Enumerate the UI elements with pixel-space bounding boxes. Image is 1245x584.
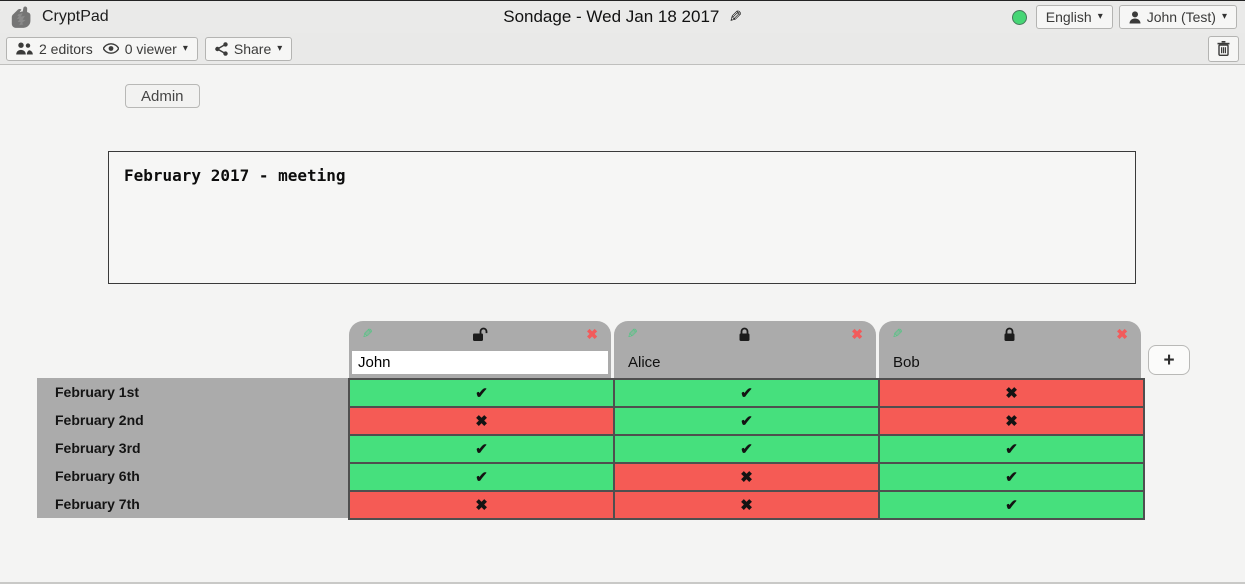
topbar-right-group: English ▾ John (Test) ▾: [1011, 5, 1237, 29]
editors-viewers-dropdown[interactable]: 2 editors 0 viewer ▾: [6, 36, 198, 61]
edit-column-icon[interactable]: ✎: [627, 326, 638, 341]
column-name-input[interactable]: [352, 351, 608, 374]
vote-cell-alice-row1[interactable]: ✔: [614, 379, 879, 407]
vote-cell-john-row2[interactable]: ✖: [349, 407, 614, 435]
edit-column-icon[interactable]: ✎: [362, 326, 373, 341]
trash-icon: [1217, 41, 1230, 56]
cryptpad-logo-home-link[interactable]: CryptPad: [8, 4, 109, 30]
poll-column-header-john: ✎ ✖: [349, 321, 611, 378]
vote-cell-alice-row3[interactable]: ✔: [614, 435, 879, 463]
column-name-label: Bob: [893, 354, 920, 371]
poll-description-textarea[interactable]: February 2017 - meeting: [108, 151, 1136, 284]
remove-column-icon[interactable]: ✖: [1116, 325, 1128, 342]
viewers-count: 0 viewer: [124, 40, 177, 57]
connection-status-indicator: [1011, 9, 1027, 25]
language-dropdown[interactable]: English ▾: [1035, 5, 1113, 29]
chevron-down-icon: ▾: [1097, 11, 1103, 22]
poll-row-label: February 1st: [55, 384, 140, 400]
vote-cell-john-row4[interactable]: ✔: [349, 463, 614, 491]
poll-row-labels: February 1st February 2nd February 3rd Febr…: [37, 378, 348, 518]
poll-column-header-bob: ✎ ✖ Bob: [879, 321, 1141, 378]
delete-document-button[interactable]: [1208, 35, 1239, 62]
vote-cell-bob-row1[interactable]: ✖: [879, 379, 1144, 407]
vote-cell-bob-row3[interactable]: ✔: [879, 435, 1144, 463]
lock-icon[interactable]: [738, 327, 751, 342]
document-title: Sondage - Wed Jan 18 2017: [503, 7, 720, 26]
add-column-button[interactable]: +: [1148, 345, 1190, 375]
remove-column-icon[interactable]: ✖: [851, 325, 863, 342]
document-toolbar: 2 editors 0 viewer ▾ Share ▾: [0, 33, 1245, 65]
lock-icon[interactable]: [1003, 327, 1016, 342]
column-name-label: Alice: [628, 354, 661, 371]
chevron-down-icon: ▾: [1221, 11, 1227, 22]
vote-cell-john-row3[interactable]: ✔: [349, 435, 614, 463]
vote-cell-alice-row2[interactable]: ✔: [614, 407, 879, 435]
poll-row-label: February 3rd: [55, 440, 141, 456]
vote-cell-alice-row5[interactable]: ✖: [614, 491, 879, 519]
poll-row-label: February 6th: [55, 468, 140, 484]
user-account-dropdown[interactable]: John (Test) ▾: [1118, 5, 1237, 29]
share-label: Share: [233, 40, 272, 57]
poll-vote-grid: ✔ ✔ ✖ ✖ ✔ ✖ ✔ ✔ ✔ ✔ ✖ ✔ ✖ ✖ ✔: [348, 378, 1145, 520]
share-dropdown[interactable]: Share ▾: [204, 36, 293, 61]
unlock-icon[interactable]: [472, 327, 488, 342]
vote-cell-bob-row5[interactable]: ✔: [879, 491, 1144, 519]
vote-cell-john-row5[interactable]: ✖: [349, 491, 614, 519]
chevron-down-icon: ▾: [277, 42, 283, 54]
chevron-down-icon: ▾: [182, 42, 188, 54]
share-icon: [215, 41, 228, 56]
column-header-icons: ✎ ✖: [349, 321, 611, 347]
fist-logo-icon: [11, 6, 31, 28]
poll-row-label: February 7th: [55, 496, 140, 512]
vote-cell-bob-row2[interactable]: ✖: [879, 407, 1144, 435]
app-name: CryptPad: [42, 8, 109, 25]
users-icon: [16, 42, 33, 55]
remove-column-icon[interactable]: ✖: [586, 325, 598, 342]
language-label: English: [1045, 9, 1092, 25]
user-icon: [1129, 10, 1141, 23]
vote-cell-john-row1[interactable]: ✔: [349, 379, 614, 407]
editors-count: 2 editors: [39, 40, 93, 57]
user-label: John (Test): [1146, 9, 1216, 25]
eye-icon: [102, 43, 119, 54]
column-header-icons: ✎ ✖: [879, 321, 1141, 347]
poll-column-header-alice: ✎ ✖ Alice: [614, 321, 876, 378]
vote-cell-alice-row4[interactable]: ✖: [614, 463, 879, 491]
vote-cell-bob-row4[interactable]: ✔: [879, 463, 1144, 491]
edit-column-icon[interactable]: ✎: [892, 326, 903, 341]
column-header-icons: ✎ ✖: [614, 321, 876, 347]
edit-title-pencil-icon[interactable]: ✎: [728, 9, 742, 26]
poll-row-label: February 2nd: [55, 412, 144, 428]
top-toolbar: CryptPad Sondage - Wed Jan 18 2017 ✎ Eng…: [0, 1, 1245, 33]
admin-button[interactable]: Admin: [125, 84, 200, 108]
document-title-bar: Sondage - Wed Jan 18 2017 ✎: [503, 1, 742, 33]
